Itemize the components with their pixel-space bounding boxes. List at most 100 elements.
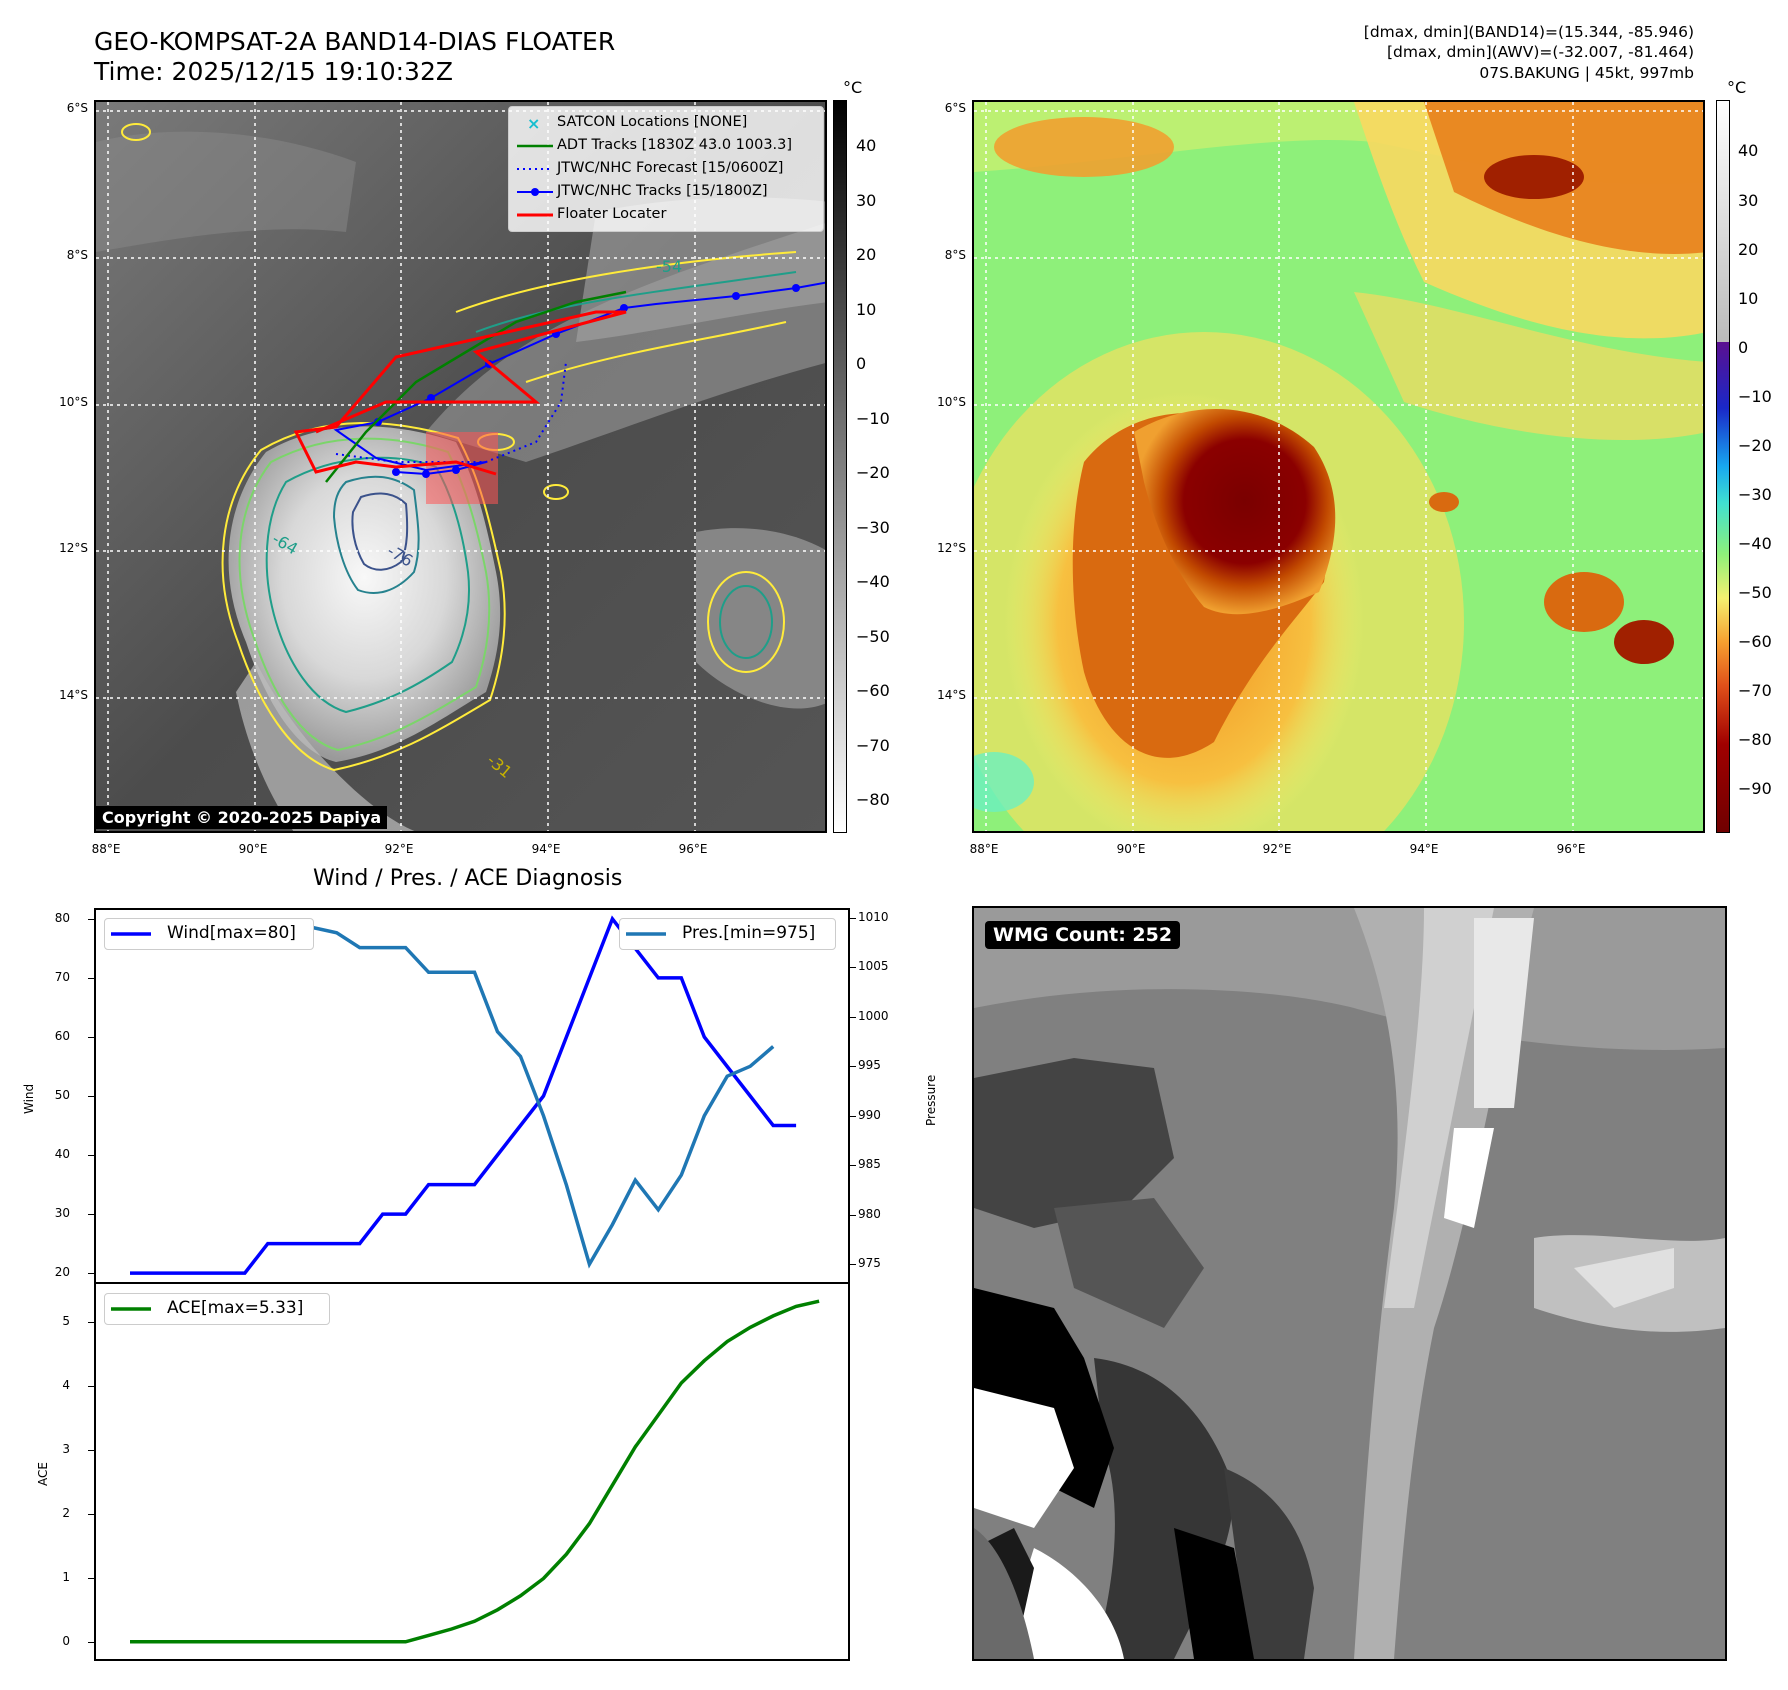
dias-colorbar-tick: −30 [1738, 484, 1772, 504]
dias-colorbar-unit: °C [1727, 78, 1747, 97]
ace-tick: 0 [62, 1633, 70, 1648]
wind-tick-mark [88, 1214, 94, 1216]
ir-colorbar-tick: −10 [856, 408, 890, 428]
pressure-axis-label: Pressure [924, 1074, 938, 1126]
wind-tick: 70 [54, 969, 70, 984]
pressure-tick-mark [850, 1066, 856, 1068]
dotted-line-icon [517, 168, 553, 170]
pressure-tick: 990 [858, 1107, 881, 1122]
ir-colorbar-tick: −80 [856, 790, 890, 810]
info-awv-range: [dmax, dmin](AWV)=(-32.007, -81.464) [1387, 43, 1694, 61]
wind-tick-mark [88, 977, 94, 979]
lat-label: 10°S [937, 395, 966, 409]
line-icon [626, 932, 666, 936]
ace-tick-mark [88, 1386, 94, 1388]
dias-colorbar-tick: −70 [1738, 680, 1772, 700]
dias-colorbar-tick: 10 [1738, 288, 1759, 308]
legend-floater: Floater Locater [509, 204, 823, 226]
ace-tick: 5 [62, 1314, 70, 1329]
pressure-tick: 975 [858, 1256, 881, 1271]
dias-map-panel [972, 100, 1705, 833]
lat-label: 8°S [944, 248, 966, 262]
wmg-count-badge: WMG Count: 252 [985, 921, 1181, 949]
ir-colorbar [833, 100, 847, 833]
dias-colorbar-tick: −10 [1738, 386, 1772, 406]
lat-label: 12°S [59, 541, 88, 555]
contour-label-54: -54 [656, 257, 682, 276]
pressure-tick-mark [850, 1016, 856, 1018]
pressure-legend: Pres.[min=975] [619, 918, 836, 950]
lon-label: 96°E [1556, 842, 1586, 856]
dias-colorbar-tick: −60 [1738, 631, 1772, 651]
chart-title-line1: GEO-KOMPSAT-2A BAND14-DIAS FLOATER [94, 27, 616, 56]
wind-tick: 60 [54, 1028, 70, 1043]
dias-colorbar-tick: −80 [1738, 729, 1772, 749]
dias-colorbar-tick: −90 [1738, 778, 1772, 798]
ir-colorbar-tick: −30 [856, 517, 890, 537]
wind-tick: 80 [54, 910, 70, 925]
pressure-tick: 980 [858, 1206, 881, 1221]
lon-label: 94°E [1409, 842, 1439, 856]
dias-colorbar [1716, 100, 1730, 833]
chart-title-line2: Time: 2025/12/15 19:10:32Z [94, 57, 453, 86]
wind-tick-mark [88, 1096, 94, 1097]
ace-series-line [130, 1299, 820, 1644]
wind-pressure-plot [94, 908, 850, 1284]
legend-label: ADT Tracks [1830Z 43.0 1003.3] [557, 137, 793, 153]
legend-jtwc-tracks: JTWC/NHC Tracks [15/1800Z] [509, 181, 823, 203]
legend-label: SATCON Locations [NONE] [557, 114, 748, 130]
ace-tick: 4 [62, 1378, 70, 1393]
pressure-tick-mark [850, 967, 856, 969]
legend-label: JTWC/NHC Forecast [15/0600Z] [557, 160, 784, 176]
ir-colorbar-tick: 30 [856, 190, 877, 210]
ace-legend: ACE[max=5.33] [104, 1293, 330, 1325]
lon-label: 88°E [91, 842, 121, 856]
dias-colorbar-tick: −40 [1738, 533, 1772, 553]
ir-colorbar-tick: 0 [856, 354, 867, 374]
ir-colorbar-tick: 10 [856, 299, 877, 319]
legend-label: JTWC/NHC Tracks [15/1800Z] [557, 183, 768, 199]
line-icon [517, 213, 553, 217]
ace-tick-mark [88, 1450, 94, 1452]
lon-label: 94°E [531, 842, 561, 856]
pressure-tick-mark [850, 1115, 856, 1117]
dias-map-image [974, 102, 1703, 831]
legend-satcon: × SATCON Locations [NONE] [509, 112, 823, 134]
copyright-badge: Copyright © 2020-2025 Dapiya [96, 806, 388, 829]
wind-tick: 50 [54, 1088, 70, 1102]
dias-colorbar-tick: 0 [1738, 337, 1749, 357]
pressure-tick-mark [850, 1214, 856, 1216]
pressure-tick: 1005 [858, 959, 889, 974]
legend-adt: ADT Tracks [1830Z 43.0 1003.3] [509, 135, 823, 157]
svg-text:×: × [527, 114, 540, 133]
wind-tick-mark [88, 1155, 94, 1157]
wind-axis-label: Wind [22, 1083, 36, 1114]
lon-label: 90°E [238, 842, 268, 856]
dias-colorbar-tick: 40 [1738, 141, 1759, 161]
dias-colorbar-tick: −20 [1738, 435, 1772, 455]
wind-tick-mark [88, 918, 94, 920]
ir-colorbar-tick: 20 [856, 245, 877, 265]
info-storm: 07S.BAKUNG | 45kt, 997mb [1479, 64, 1694, 82]
pressure-tick: 1010 [858, 909, 889, 924]
ir-colorbar-tick: −70 [856, 735, 890, 755]
ace-plot [94, 1282, 850, 1661]
wind-tick: 20 [54, 1265, 70, 1280]
lat-label: 14°S [59, 688, 88, 702]
wmg-image [974, 908, 1725, 1659]
pressure-tick: 985 [858, 1157, 881, 1172]
pressure-tick: 1000 [858, 1008, 889, 1023]
ace-svg [130, 1299, 820, 1644]
map-legend: × SATCON Locations [NONE] ADT Tracks [18… [508, 106, 824, 232]
dias-colorbar-tick: −50 [1738, 582, 1772, 602]
legend-label: Floater Locater [557, 206, 667, 222]
lat-label: 14°S [937, 688, 966, 702]
dias-colorbar-tick: 20 [1738, 239, 1759, 259]
line-icon [111, 1307, 151, 1311]
ace-tick-mark [88, 1322, 94, 1324]
info-band14-range: [dmax, dmin](BAND14)=(15.344, -85.946) [1363, 23, 1694, 41]
pressure-tick-mark [850, 1165, 856, 1167]
wind-legend: Wind[max=80] [104, 918, 314, 950]
line-icon [111, 932, 151, 936]
ir-colorbar-tick: −20 [856, 463, 890, 483]
